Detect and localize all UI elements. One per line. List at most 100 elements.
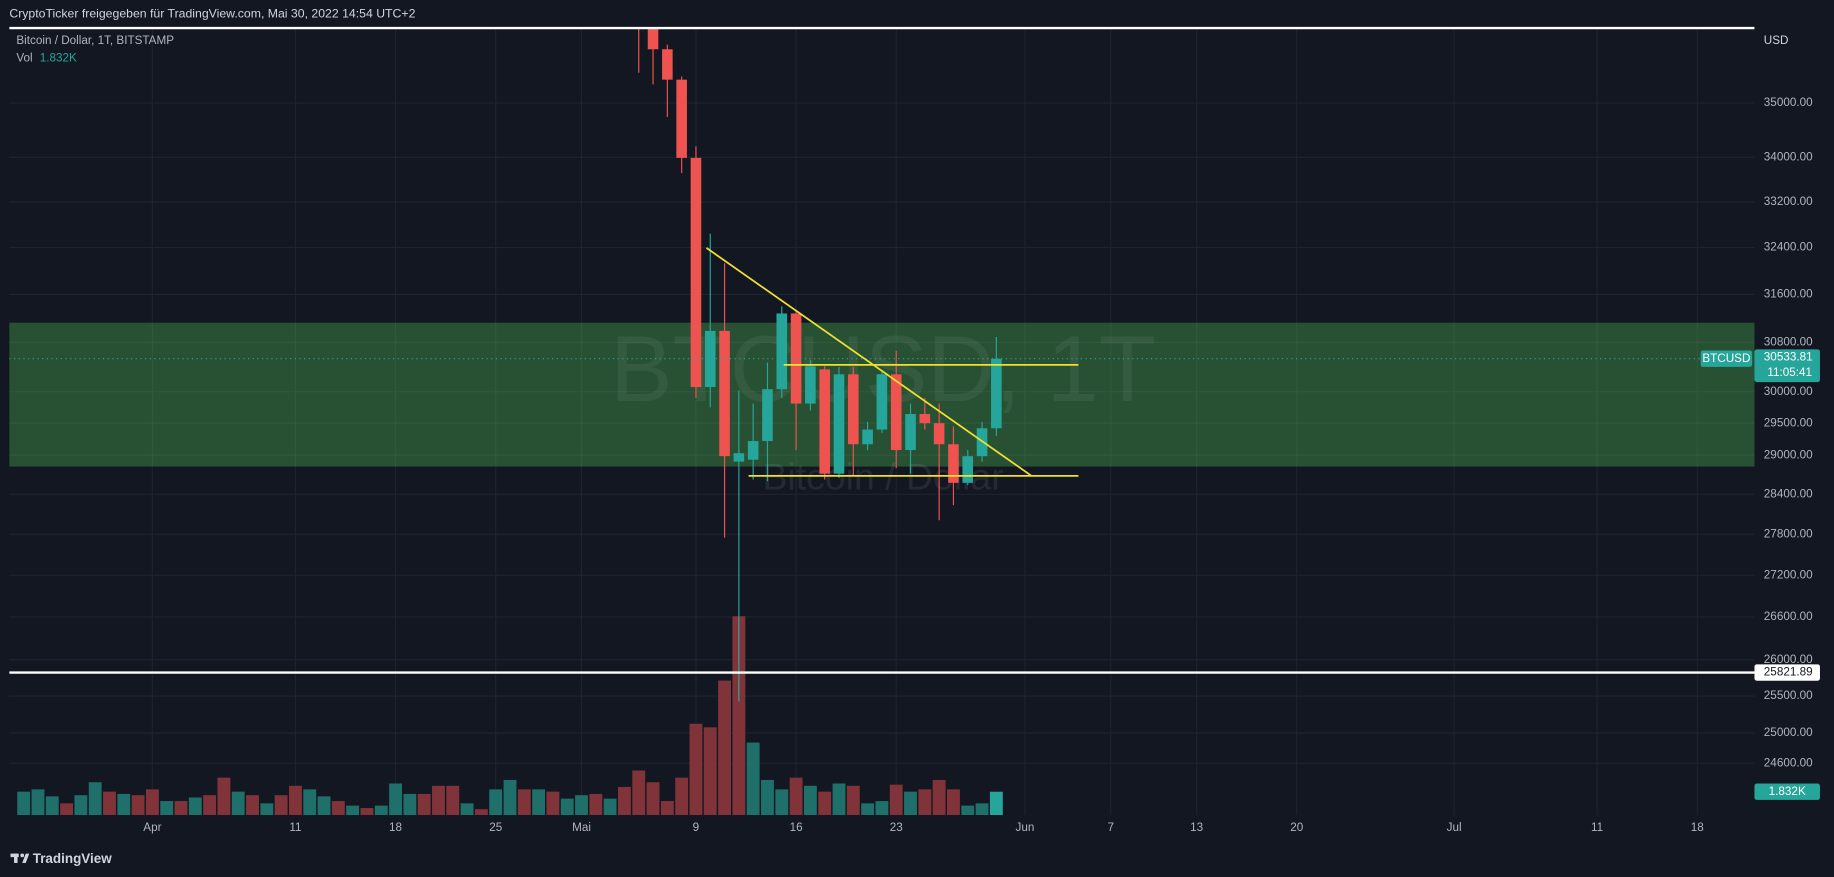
volume-bar [246,795,259,816]
y-tick-label: 24600.00 [1764,756,1813,769]
volume-bar [617,786,631,816]
header-text: CryptoTicker freigegeben für TradingView… [9,6,415,20]
volume-bar [732,616,746,816]
unit-label: USD [1764,34,1789,47]
volume-bar [188,797,202,816]
candle-body [962,456,974,483]
y-tick-label: 27200.00 [1764,568,1813,581]
candle-body [890,374,902,451]
x-tick-label: 20 [1290,821,1304,834]
volume-bar [589,793,603,816]
volume-bar [832,783,846,816]
candle-body [905,413,916,451]
volume-bar [560,798,574,816]
volume-bar [875,801,889,816]
volume-bar [317,796,331,816]
volume-bar [660,801,674,816]
volume-bar [360,808,374,816]
grid [9,28,1755,816]
volume-bar [718,680,732,816]
volume-bar [803,785,817,816]
candle-body [747,441,759,460]
x-tick-label: 11 [1591,821,1603,834]
axes: 35000.00 34000.00 33200.00 32400.00 31600.00… [9,96,1820,834]
volume-bar [904,791,917,816]
y-tick-label: 26600.00 [1764,610,1813,623]
volume-bar [403,793,417,816]
volume-bar [932,779,946,816]
volume-bar [160,801,174,816]
x-tick-label: Mai [572,821,591,834]
volume-bar [88,782,102,816]
volume-badge [1754,783,1820,800]
volume-bar [503,779,517,816]
volume-bar [946,789,960,816]
volume-bar [989,791,1003,816]
candle-body [991,358,1002,429]
volume-bar [103,791,116,816]
trend-line [705,247,1033,477]
volume-bar [31,789,45,816]
candle-body [719,330,730,457]
y-tick-label: 29500.00 [1764,416,1813,429]
x-tick-label: 18 [1691,821,1704,834]
volume-bar [532,789,546,816]
volume-bar [374,805,388,816]
candle-body [848,374,859,445]
y-tick-label: 31600.00 [1764,288,1813,301]
x-tick-label: 23 [890,821,903,834]
candle-body [833,374,845,474]
x-tick-label: 16 [790,821,803,834]
candle-body [704,330,716,388]
volume-bar [889,784,903,816]
volume-badge-label: 1.832K [1769,785,1806,798]
volume-bar [489,789,503,816]
candle-body [876,374,888,430]
volume-bar [331,801,345,816]
volume-bar [274,795,288,816]
x-tick-label: 25 [489,821,503,834]
volume-bar [389,783,403,816]
symbol-badge [1700,350,1753,367]
volume-bar [818,791,832,816]
legend-vol: Vol [16,52,32,65]
candle-body [733,453,745,462]
candle-body [862,429,873,445]
symbol-label: BTCUSD [1702,352,1750,365]
volume-bar [203,795,217,816]
candle-body [762,389,773,442]
volume-bar [289,785,302,816]
candle-body [647,28,659,50]
volume-bar [117,793,131,816]
y-tick-label: 30000.00 [1764,385,1813,398]
volume-bar [145,789,159,816]
volume-bar [231,791,245,816]
last-price-label: 30533.81 [1764,351,1813,364]
y-tick-label: 25000.00 [1764,726,1813,739]
volume-bar [17,791,31,816]
x-tick-label: Jun [1016,821,1035,834]
volume-bar [689,723,703,816]
last-price-badge [1754,349,1820,383]
volume-bar [517,789,531,816]
volume-bar [460,803,474,816]
x-tick-label: Apr [143,821,161,834]
candle-body [662,49,673,80]
y-tick-label: 28400.00 [1764,487,1813,500]
y-tick-label: 29000.00 [1764,448,1813,461]
volume-bar [432,785,445,816]
header-bar [0,0,1834,26]
volume-bar [60,803,74,816]
level-badge [1754,664,1820,681]
candle-body [919,413,931,424]
volume-bar [646,782,660,816]
volume-bar [346,805,360,816]
volume-bar [575,795,588,816]
tradingview-logo [10,853,30,863]
volume-bar [603,798,617,816]
x-tick-label: 18 [389,821,402,834]
volume-bar [131,795,145,816]
volume-bar [761,779,774,816]
